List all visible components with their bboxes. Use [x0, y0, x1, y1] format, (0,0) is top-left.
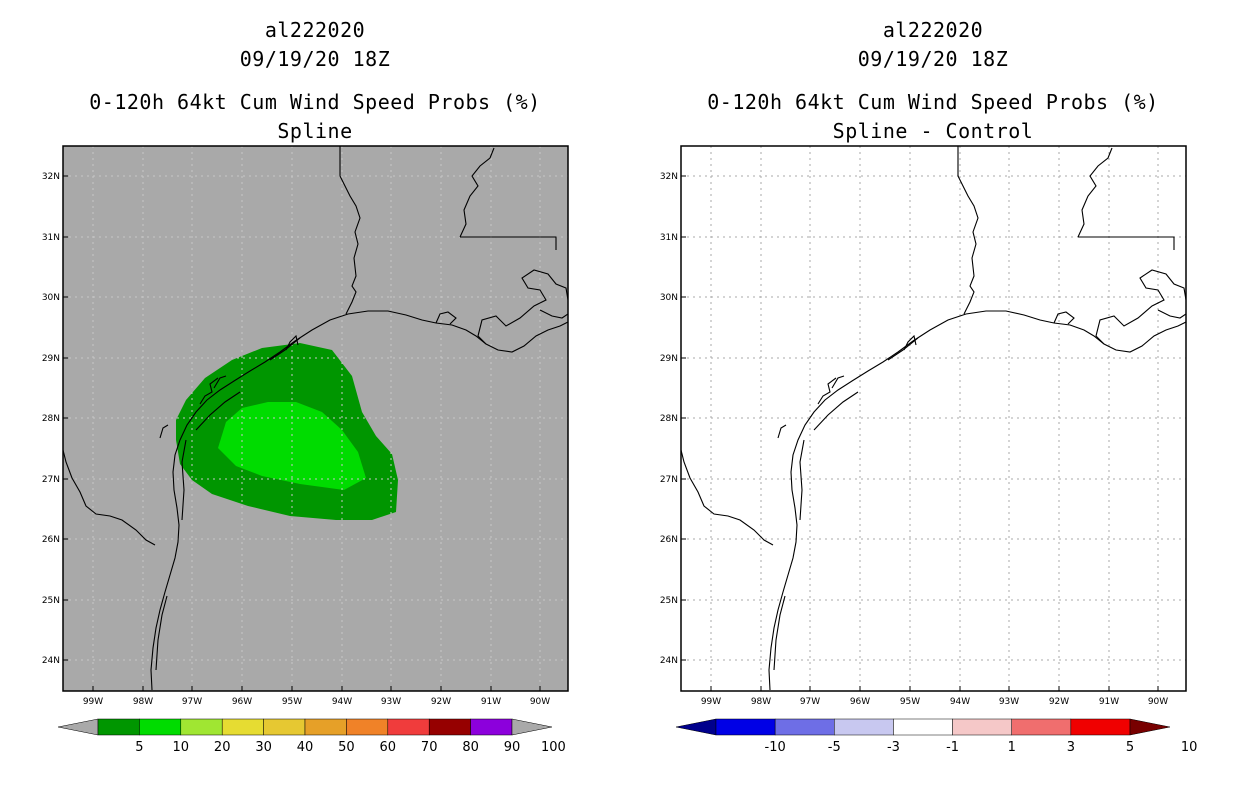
lat-label: 32N [660, 172, 678, 182]
colorbar-segment [893, 718, 953, 736]
colorbar-segment [180, 718, 223, 736]
lon-label: 97W [182, 697, 202, 707]
colorbar-segment [221, 718, 264, 736]
lon-label: 92W [431, 697, 451, 707]
lat-label: 24N [42, 656, 60, 666]
forecast-date: 09/19/20 18Z [239, 47, 391, 71]
left-map-title: al222020 09/19/20 18Z 0-120h 64kt Cum Wi… [60, 16, 570, 146]
lon-label: 99W [701, 697, 721, 707]
colorbar-arrow-high [1129, 718, 1171, 736]
colorbar-label: 40 [297, 740, 314, 755]
lon-label: 90W [530, 697, 550, 707]
lon-label: 96W [232, 697, 252, 707]
colorbar-label: -5 [828, 740, 841, 755]
colorbar-segment [952, 718, 1012, 736]
colorbar-label: 1 [1008, 740, 1016, 755]
lat-label: 25N [660, 596, 678, 606]
colorbar-label: -3 [887, 740, 900, 755]
lat-label: 27N [42, 475, 60, 485]
left-map: 32N 31N 30N 29N 28N 27N 26N 25N 24N 99W 98W 97W 96W… [42, 145, 569, 755]
colorbar-segment [139, 718, 182, 736]
lat-label: 24N [660, 656, 678, 666]
lat-label: 28N [660, 414, 678, 424]
lon-label: 94W [332, 697, 352, 707]
lat-label: 27N [660, 475, 678, 485]
colorbar-label: 10 [173, 740, 190, 755]
colorbar-segment [387, 718, 430, 736]
colorbar-label: -1 [946, 740, 959, 755]
colorbar-segment [263, 718, 306, 736]
method-label: Spline - Control [832, 119, 1034, 143]
colorbar-segment [834, 718, 894, 736]
lat-label: 25N [42, 596, 60, 606]
right-map-title: al222020 09/19/20 18Z 0-120h 64kt Cum Wi… [678, 16, 1188, 146]
lon-label: 91W [481, 697, 501, 707]
lon-axis: 99W 98W 97W 96W 95W 94W 93W 92W 91W 90W [83, 686, 550, 707]
lon-label: 98W [751, 697, 771, 707]
colorbar-label: 60 [380, 740, 397, 755]
lon-axis: 99W 98W 97W 96W 95W 94W 93W 92W 91W 90W [701, 686, 1168, 707]
storm-id: al222020 [882, 18, 984, 42]
colorbar-label: 20 [214, 740, 231, 755]
lat-axis: 32N 31N 30N 29N 28N 27N 26N 25N 24N [42, 172, 68, 666]
lon-label: 98W [133, 697, 153, 707]
lon-label: 99W [83, 697, 103, 707]
colorbar-label: 70 [421, 740, 438, 755]
colorbar-segment [715, 718, 776, 736]
colorbar-segment [346, 718, 389, 736]
colorbar-segment [1011, 718, 1072, 736]
colorbar-label: 50 [338, 740, 355, 755]
colorbar-segment [428, 718, 471, 736]
colorbar-segment [304, 718, 347, 736]
colorbar-arrow-high [511, 718, 553, 736]
colorbar-label: -10 [765, 740, 786, 755]
lon-label: 93W [381, 697, 401, 707]
lat-label: 28N [42, 414, 60, 424]
lon-label: 91W [1099, 697, 1119, 707]
lon-label: 93W [999, 697, 1019, 707]
lon-label: 97W [800, 697, 820, 707]
lat-label: 29N [660, 354, 678, 364]
colorbar-label: 5 [1126, 740, 1134, 755]
right-map: 32N 31N 30N 29N 28N 27N 26N 25N 24N 99W 98W 97W 96W… [660, 145, 1198, 755]
method-label: Spline [277, 119, 353, 143]
colorbar-label: 30 [255, 740, 272, 755]
lat-label: 26N [42, 535, 60, 545]
lat-label: 26N [660, 535, 678, 545]
lat-label: 30N [660, 293, 678, 303]
lon-label: 96W [850, 697, 870, 707]
lat-label: 29N [42, 354, 60, 364]
colorbar-label: 5 [135, 740, 143, 755]
colorbar: -10 -5 -3 -1 1 3 5 10 [675, 718, 1198, 755]
colorbar: 5 10 20 30 40 50 60 70 80 90 100 [57, 718, 566, 755]
lon-label: 92W [1049, 697, 1069, 707]
forecast-date: 09/19/20 18Z [857, 47, 1009, 71]
product-name: 0-120h 64kt Cum Wind Speed Probs (%) [707, 90, 1159, 114]
colorbar-arrow-low [675, 718, 717, 736]
product-name: 0-120h 64kt Cum Wind Speed Probs (%) [89, 90, 541, 114]
colorbar-label: 90 [504, 740, 521, 755]
colorbar-arrow-low [57, 718, 99, 736]
lon-label: 94W [950, 697, 970, 707]
lat-label: 32N [42, 172, 60, 182]
colorbar-label: 3 [1067, 740, 1075, 755]
colorbar-segment [774, 718, 835, 736]
lat-axis: 32N 31N 30N 29N 28N 27N 26N 25N 24N [660, 172, 686, 666]
colorbar-label: 80 [462, 740, 479, 755]
colorbar-label: 10 [1181, 740, 1198, 755]
colorbar-label: 100 [541, 740, 566, 755]
lon-label: 95W [282, 697, 302, 707]
lat-label: 31N [42, 233, 60, 243]
colorbar-segment [470, 718, 513, 736]
colorbar-segment [97, 718, 140, 736]
lon-label: 90W [1148, 697, 1168, 707]
lat-label: 30N [42, 293, 60, 303]
storm-id: al222020 [264, 18, 366, 42]
lon-label: 95W [900, 697, 920, 707]
colorbar-segment [1070, 718, 1131, 736]
lat-label: 31N [660, 233, 678, 243]
